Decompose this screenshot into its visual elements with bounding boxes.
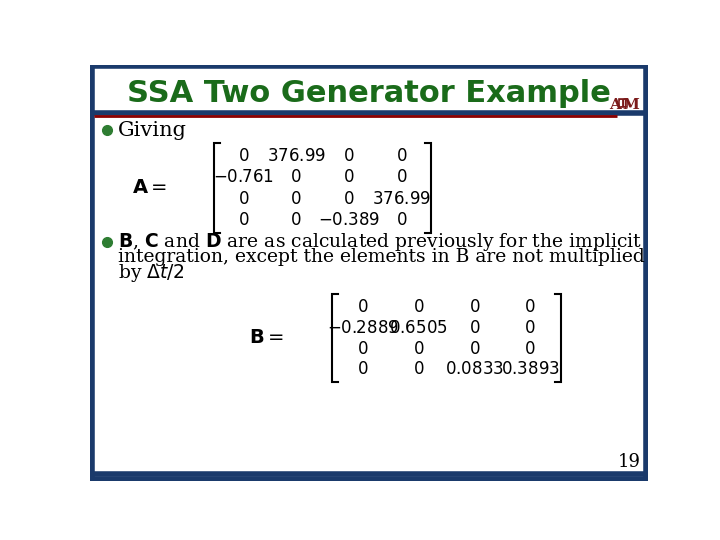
Text: $\mathbf{A} =$: $\mathbf{A} =$ [132, 179, 168, 197]
Text: $0$: $0$ [357, 360, 369, 379]
Text: $0$: $0$ [469, 319, 480, 337]
Text: $0$: $0$ [413, 298, 424, 316]
Text: M: M [623, 98, 639, 112]
Text: $-0.761$: $-0.761$ [213, 168, 274, 186]
Text: $0$: $0$ [343, 190, 354, 208]
Text: $0$: $0$ [238, 211, 249, 230]
Text: $0$: $0$ [357, 298, 369, 316]
Text: $0$: $0$ [343, 168, 354, 186]
Text: by $\Delta t/2$: by $\Delta t/2$ [118, 262, 184, 284]
Text: $376.99$: $376.99$ [372, 190, 431, 208]
Text: integration, except the elements in B are not multiplied: integration, except the elements in B ar… [118, 248, 644, 266]
Text: $\mathbf{B}$, $\mathbf{C}$ and $\mathbf{D}$ are as calculated previously for the: $\mathbf{B}$, $\mathbf{C}$ and $\mathbf{… [118, 231, 642, 253]
Text: $0.3893$: $0.3893$ [501, 360, 559, 379]
Text: $0$: $0$ [396, 147, 408, 165]
Text: A: A [610, 98, 621, 112]
Text: $0$: $0$ [343, 147, 354, 165]
Text: $0$: $0$ [357, 340, 369, 357]
Text: $0$: $0$ [290, 211, 302, 230]
Text: $0$: $0$ [524, 319, 536, 337]
Text: SSA Two Generator Example: SSA Two Generator Example [127, 79, 611, 108]
Text: $0$: $0$ [290, 168, 302, 186]
Bar [619, 99, 627, 107]
Text: Giving: Giving [118, 121, 186, 140]
Text: $0$: $0$ [413, 340, 424, 357]
Text: $\mathbf{B} =$: $\mathbf{B} =$ [248, 329, 284, 347]
Text: $0$: $0$ [469, 340, 480, 357]
Text: $0$: $0$ [524, 340, 536, 357]
Text: $0$: $0$ [469, 298, 480, 316]
Text: $-0.2889$: $-0.2889$ [327, 319, 399, 337]
Text: 19: 19 [617, 454, 640, 471]
Text: $0$: $0$ [238, 147, 249, 165]
Text: $0$: $0$ [524, 298, 536, 316]
Text: $0$: $0$ [413, 360, 424, 379]
Text: $0.6505$: $0.6505$ [390, 319, 448, 337]
Text: $0$: $0$ [238, 190, 249, 208]
Text: $0$: $0$ [290, 190, 302, 208]
Text: $-0.389$: $-0.389$ [318, 211, 380, 230]
Text: $0$: $0$ [396, 211, 408, 230]
Text: $376.99$: $376.99$ [266, 147, 325, 165]
Text: $0$: $0$ [396, 168, 408, 186]
Text: T: T [619, 98, 627, 109]
Text: $0.0833$: $0.0833$ [445, 360, 504, 379]
